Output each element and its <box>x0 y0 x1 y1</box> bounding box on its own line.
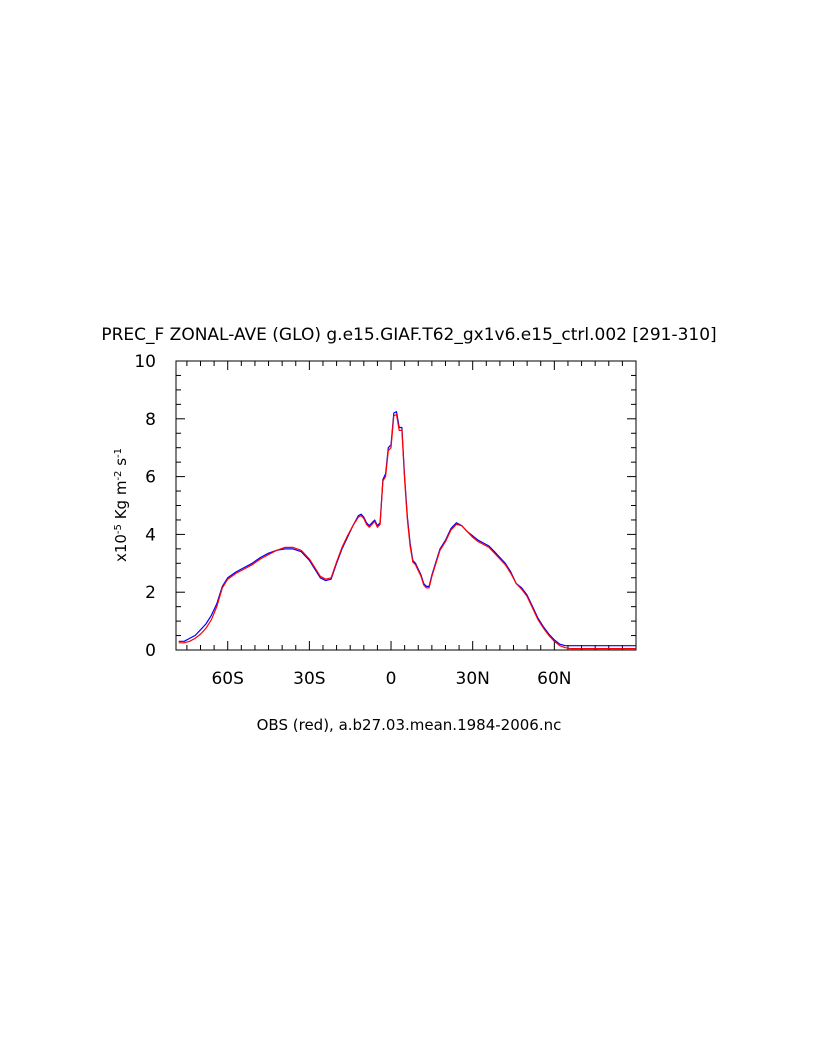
x-tick-label: 30N <box>456 669 490 689</box>
y-axis-label: x10-5 Kg m-2 s-1 <box>112 448 130 562</box>
y-tick-label: 4 <box>145 525 156 545</box>
y-tick-label: 0 <box>145 641 156 661</box>
x-tick-label: 30S <box>293 669 325 689</box>
x-axis: 60S 30S 0 30N 60N <box>186 361 637 689</box>
x-axis-label: OBS (red), a.b27.03.mean.1984-2006.nc <box>257 716 562 734</box>
series-line-2 <box>178 413 636 650</box>
x-tick-label: 60N <box>537 669 571 689</box>
y-tick-label: 8 <box>145 410 156 430</box>
x-tick-label: 60S <box>211 669 243 689</box>
y-axis: 0 2 4 6 8 10 <box>134 352 636 661</box>
series-group <box>178 411 636 650</box>
y-tick-label: 6 <box>145 468 156 488</box>
series-line-1 <box>178 411 636 647</box>
y-tick-label: 2 <box>145 583 156 603</box>
chart-title: PREC_F ZONAL-AVE (GLO) g.e15.GIAF.T62_gx… <box>101 325 716 345</box>
x-tick-label: 0 <box>386 669 397 689</box>
y-tick-label: 10 <box>134 352 156 372</box>
